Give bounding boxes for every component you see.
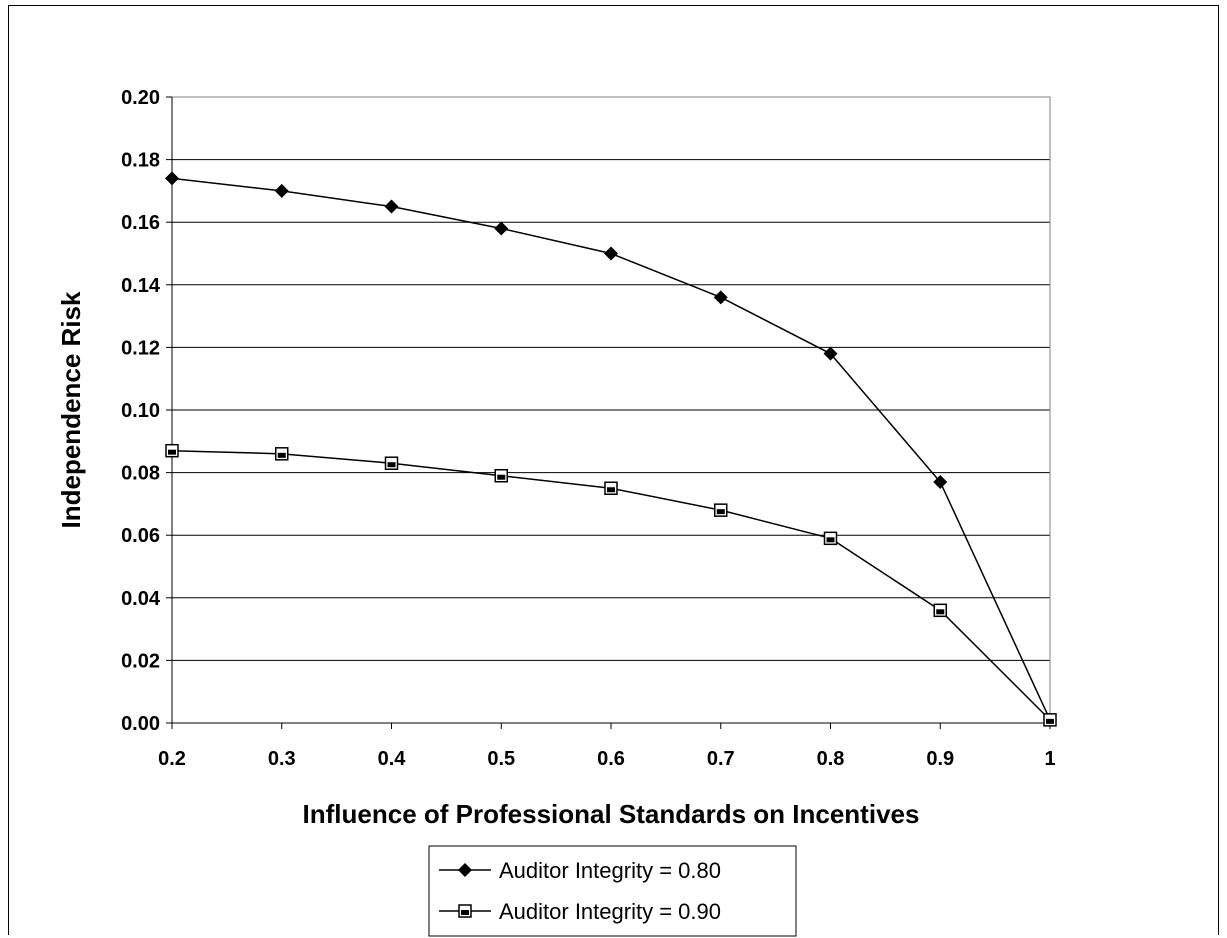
x-tick-label: 0.5 [487, 748, 515, 770]
diamond-marker [384, 199, 399, 214]
diamond-marker [165, 171, 179, 186]
legend: Auditor Integrity = 0.80 Auditor Integrit… [428, 845, 797, 937]
diamond-marker [494, 221, 509, 236]
diamond-marker [274, 183, 289, 198]
square-marker-fill [716, 509, 725, 515]
y-tick-label: 0.16 [121, 212, 160, 234]
diamond-marker [604, 246, 618, 261]
x-tick-label: 0.8 [817, 748, 845, 770]
series-2 [165, 443, 1057, 727]
legend-box [428, 845, 797, 937]
y-tick-label: 0.18 [121, 150, 160, 172]
y-tick-label: 0.04 [121, 588, 161, 610]
legend-entry-2: Auditor Integrity = 0.90 [439, 899, 721, 924]
diamond-marker [713, 290, 728, 305]
chart-frame [8, 5, 1219, 935]
legend-label: Auditor Integrity = 0.80 [499, 858, 721, 883]
diamond-marker [933, 474, 948, 489]
square-marker-fill [277, 452, 286, 458]
x-tick-label: 0.9 [926, 748, 954, 770]
diamond-marker [458, 863, 472, 877]
square-marker-fill [497, 474, 506, 480]
square-marker-fill [461, 910, 469, 915]
y-tick-label: 0.10 [121, 400, 160, 422]
legend-entry-1: Auditor Integrity = 0.80 [439, 858, 721, 883]
x-tick-labels: 0.2 0.3 0.4 0.5 0.6 0.7 0.8 0.9 1 [158, 748, 1055, 770]
y-tick-labels: 0.00 0.02 0.04 0.06 0.08 0.10 0.12 0.14 0.16 0.18… [121, 87, 161, 735]
x-tick-label: 0.2 [158, 748, 186, 770]
series-1 [165, 171, 1057, 727]
y-tick-label: 0.00 [121, 713, 160, 735]
square-marker-fill [387, 462, 396, 468]
y-tick-label: 0.14 [121, 275, 161, 297]
y-tick-label: 0.02 [121, 650, 160, 672]
x-tick-label: 0.4 [378, 748, 407, 770]
legend-label: Auditor Integrity = 0.90 [499, 899, 721, 924]
axes [166, 96, 1051, 729]
x-axis-title: Influence of Professional Standards on I… [303, 799, 920, 829]
square-marker-fill [168, 449, 176, 455]
y-tick-label: 0.12 [121, 337, 160, 359]
x-tick-label: 1 [1044, 748, 1055, 770]
square-marker-fill [826, 537, 835, 543]
x-tick-label: 0.6 [597, 748, 625, 770]
square-marker-fill [936, 609, 945, 615]
x-tick-label: 0.7 [707, 748, 735, 770]
square-marker-fill [607, 487, 615, 493]
y-tick-label: 0.06 [121, 525, 160, 547]
y-axis-title: Independence Risk [56, 291, 86, 528]
y-tick-label: 0.20 [121, 87, 160, 109]
x-tick-label: 0.3 [268, 748, 296, 770]
gridlines [172, 96, 1050, 661]
y-tick-label: 0.08 [121, 463, 160, 485]
series-group [165, 171, 1057, 727]
square-marker-fill [1046, 718, 1054, 724]
diamond-marker [823, 346, 838, 361]
